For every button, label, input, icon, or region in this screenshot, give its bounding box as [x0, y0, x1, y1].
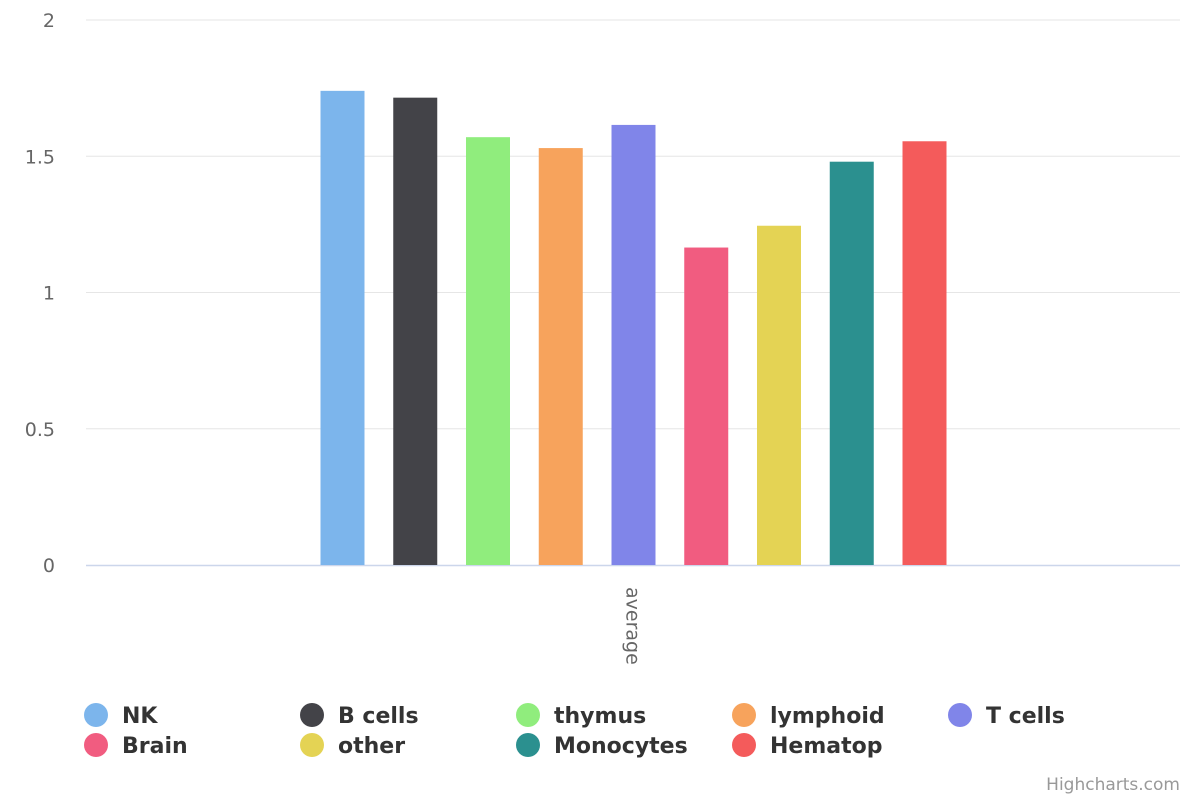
legend-label: NK	[122, 704, 158, 729]
x-category-label: average	[622, 587, 644, 665]
legend-marker-icon	[516, 703, 540, 727]
legend-label: Monocytes	[554, 734, 688, 759]
legend-label: thymus	[554, 704, 646, 729]
legend-marker-icon	[732, 733, 756, 757]
y-axis: 0 0.5 1 1.5 2	[25, 10, 1180, 577]
legend-label: lymphoid	[770, 704, 885, 729]
legend-item-monocytes[interactable]: Monocytes	[516, 733, 688, 759]
bar-t-cells[interactable]	[611, 124, 656, 565]
legend-item-other[interactable]: other	[300, 733, 405, 759]
bar-lymphoid[interactable]	[538, 148, 583, 565]
bar-b-cells[interactable]	[393, 97, 438, 565]
legend-marker-icon	[84, 703, 108, 727]
legend-marker-icon	[948, 703, 972, 727]
legend-item-nk[interactable]: NK	[84, 703, 158, 729]
legend-marker-icon	[516, 733, 540, 757]
bar-hematop[interactable]	[902, 141, 947, 565]
legend-item-t-cells[interactable]: T cells	[948, 703, 1065, 729]
bar-brain[interactable]	[684, 247, 729, 565]
bar-nk[interactable]	[320, 90, 365, 565]
credits-link[interactable]: Highcharts.com	[1046, 775, 1180, 795]
y-tick-label: 2	[43, 10, 55, 32]
y-tick-label: 1.5	[25, 146, 55, 168]
legend-marker-icon	[84, 733, 108, 757]
legend-label: T cells	[986, 704, 1065, 729]
bar-monocytes[interactable]	[829, 161, 874, 565]
y-tick-label: 0.5	[25, 419, 55, 441]
legend-label: other	[338, 734, 405, 759]
y-tick-label: 1	[43, 283, 55, 305]
legend: NK B cells thymus lymphoid T cells Brain other…	[84, 703, 1065, 759]
bar-other[interactable]	[757, 225, 801, 566]
legend-item-brain[interactable]: Brain	[84, 733, 188, 759]
legend-label: Hematop	[770, 734, 882, 759]
legend-item-hematop[interactable]: Hematop	[732, 733, 882, 759]
legend-item-thymus[interactable]: thymus	[516, 703, 646, 729]
x-axis: average	[622, 587, 644, 665]
legend-item-lymphoid[interactable]: lymphoid	[732, 703, 885, 729]
legend-item-b-cells[interactable]: B cells	[300, 703, 419, 729]
y-tick-label: 0	[43, 555, 55, 577]
bar-thymus[interactable]	[466, 137, 510, 566]
legend-label: Brain	[122, 734, 188, 759]
legend-label: B cells	[338, 704, 419, 729]
legend-marker-icon	[732, 703, 756, 727]
legend-marker-icon	[300, 703, 324, 727]
legend-marker-icon	[300, 733, 324, 757]
bars	[320, 90, 947, 566]
